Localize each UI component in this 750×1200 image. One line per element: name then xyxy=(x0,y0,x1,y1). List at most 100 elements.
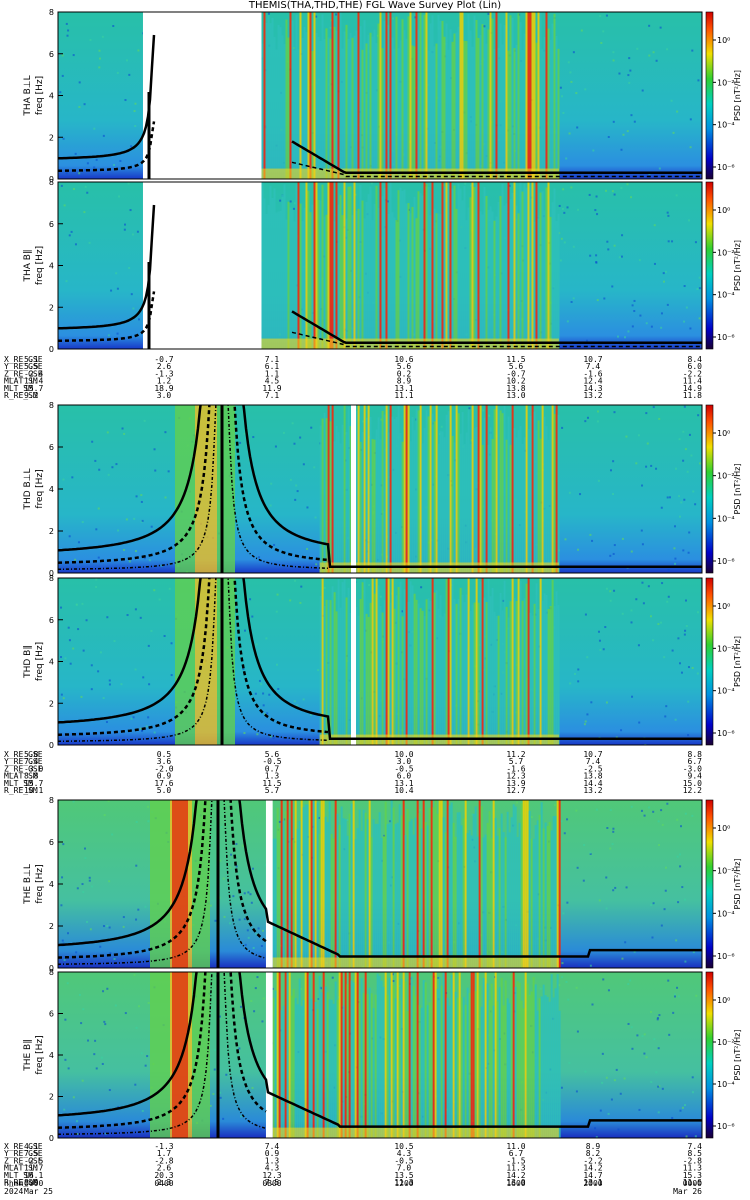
ephemeris-value: 6.0 xyxy=(688,362,703,371)
gyrofrequency-line xyxy=(58,800,267,965)
ephemeris-value: 0.9 xyxy=(265,1149,280,1158)
gyrofrequency-line xyxy=(58,121,156,172)
ephemeris-value: 13.9 xyxy=(506,779,525,788)
ephemeris-value: 3.0 xyxy=(157,391,172,400)
y-tick-label: 6 xyxy=(49,50,54,59)
spectrogram-panel-1: 0 2 4 6 8 THA B⊥L freq [Hz] 10⁰ 10⁻² 10⁻⁴ 10⁻⁶ PSD … xyxy=(23,8,742,184)
ephemeris-value: 13.0 xyxy=(506,1178,525,1187)
ephemeris-label: MLAT_SM xyxy=(4,377,38,386)
colorbar-label: PSD [nT²/Hz] xyxy=(733,70,742,121)
ephemeris-value: 10.0 xyxy=(394,750,413,759)
y-tick-label: 0 xyxy=(49,964,54,973)
colorbar xyxy=(705,11,714,180)
ephemeris-value: 13.8 xyxy=(506,384,525,393)
y-tick-label: 6 xyxy=(49,838,54,847)
ephemeris-value: 9.2 xyxy=(24,391,39,400)
ephemeris-value: 13.1 xyxy=(394,384,413,393)
ephemeris-value: -0.7 xyxy=(506,369,525,378)
ephemeris-value: 1.1 xyxy=(265,369,280,378)
y-tick-label: 4 xyxy=(49,262,54,271)
colorbar-tick-label: 10⁻² xyxy=(717,472,735,481)
colorbar xyxy=(705,404,714,574)
colorbar-tick-label: 10⁰ xyxy=(717,36,730,45)
ephemeris-value: 0.9 xyxy=(157,772,172,781)
gyrofrequency-line xyxy=(58,972,267,1135)
ephemeris-value: 14.3 xyxy=(583,384,602,393)
gyrofrequency-line xyxy=(58,34,156,160)
ephemeris-label: MLAT_SM xyxy=(4,1164,38,1173)
gyrofrequency-line xyxy=(58,405,702,568)
ephemeris-value: 5.6 xyxy=(397,362,412,371)
data-gap xyxy=(265,972,273,1138)
ephemeris-value: -1.5 xyxy=(506,1156,525,1165)
y-tick-label: 6 xyxy=(49,616,54,625)
plot-title: THEMIS(THA,THD,THE) FGL Wave Survey Plot… xyxy=(248,0,502,11)
ephemeris-value: 7.4 xyxy=(586,757,601,766)
y-tick-label: 4 xyxy=(49,658,54,667)
ephemeris-value: 8.9 xyxy=(586,1142,601,1151)
colorbar-label: PSD [nT²/Hz] xyxy=(733,240,742,291)
data-gap xyxy=(265,800,273,968)
colorbar-tick-label: 10⁻⁶ xyxy=(717,163,735,172)
ephemeris-value: 13.1 xyxy=(394,779,413,788)
ephemeris-label: Z_RE_GSE xyxy=(4,764,43,773)
ephemeris-value: 7.1 xyxy=(265,355,280,364)
colorbar xyxy=(705,799,714,969)
colorbar-tick-label: 10⁻⁶ xyxy=(717,1122,735,1131)
y-axis-label: freq [Hz] xyxy=(35,642,45,681)
ephemeris-value: 13.5 xyxy=(394,1171,413,1180)
ephemeris-value: 5.8 xyxy=(24,750,39,759)
ephemeris-value: 13.0 xyxy=(506,391,525,400)
ephemeris-value: 6.7 xyxy=(688,757,703,766)
ephemeris-value: 10.7 xyxy=(583,750,602,759)
y-tick-label: 8 xyxy=(49,574,54,583)
ephemeris-label: R_RE_SM xyxy=(4,391,38,400)
colorbar-tick-label: 10⁻⁴ xyxy=(717,909,735,918)
gyrofrequency-line xyxy=(58,578,702,740)
colorbar-tick-label: 10⁻² xyxy=(717,1038,735,1047)
ephemeris-value: 13.1 xyxy=(583,1178,602,1187)
time-tick-label: 1600 xyxy=(506,1179,525,1188)
ephemeris-value: -2.8 xyxy=(683,1156,702,1165)
gyrofrequency-line xyxy=(58,204,156,330)
gyrofrequency-line xyxy=(291,140,702,174)
ephemeris-value: 8.4 xyxy=(688,355,703,364)
spectrogram-panel-5: 0 2 4 6 8 THE B⊥L freq [Hz] 10⁰ 10⁻² 10⁻⁴ 10⁻⁶ PSD … xyxy=(23,796,742,973)
y-tick-label: 8 xyxy=(49,401,54,410)
time-tick-label: 0400 xyxy=(154,1179,173,1188)
ephemeris-label: MLT_SM xyxy=(4,779,33,788)
ephemeris-value: 13.2 xyxy=(583,391,602,400)
ephemeris-value: 7.4 xyxy=(688,1142,703,1151)
ephemeris-value: 6.0 xyxy=(397,772,412,781)
colorbar-tick-label: 10⁻⁴ xyxy=(717,1080,735,1089)
ephemeris-value: 14.7 xyxy=(583,1171,602,1180)
ephemeris-value: 5.6 xyxy=(509,362,524,371)
ephemeris-value: 8.8 xyxy=(688,750,703,759)
ephemeris-value: 12.4 xyxy=(583,377,602,386)
ephemeris-value: 12.7 xyxy=(506,786,525,795)
y-tick-label: 2 xyxy=(49,1093,54,1102)
ephemeris-label: Y_RE_GSE xyxy=(4,362,43,371)
ephemeris-value: 7.1 xyxy=(265,391,280,400)
ephemeris-value: 8.2 xyxy=(586,1149,601,1158)
ephemeris-value: -2.5 xyxy=(583,764,602,773)
y-axis-label: freq [Hz] xyxy=(35,76,45,115)
time-tick-label: 0800 xyxy=(262,1179,281,1188)
ephemeris-value: 3.0 xyxy=(397,757,412,766)
colorbar-label: PSD [nT²/Hz] xyxy=(733,859,742,910)
ephemeris-value: 8.5 xyxy=(688,1149,703,1158)
ephemeris-value: -1.6 xyxy=(506,764,525,773)
y-tick-label: 8 xyxy=(49,8,54,17)
data-gap xyxy=(142,12,262,179)
ephemeris-value: 11.4 xyxy=(24,377,43,386)
y-tick-label: 2 xyxy=(49,922,54,931)
colorbar-tick-label: 10⁻⁶ xyxy=(717,557,735,566)
y-tick-label: 6 xyxy=(49,443,54,452)
ephemeris-value: 10.4 xyxy=(394,786,413,795)
y-tick-label: 2 xyxy=(49,527,54,536)
spectrogram-panel-4: 0 2 4 6 8 THD B∥ freq [Hz] 10⁰ 10⁻² 10⁻⁴ 10⁻⁶ PSD [… xyxy=(23,574,742,750)
y-tick-label: 0 xyxy=(49,569,54,578)
